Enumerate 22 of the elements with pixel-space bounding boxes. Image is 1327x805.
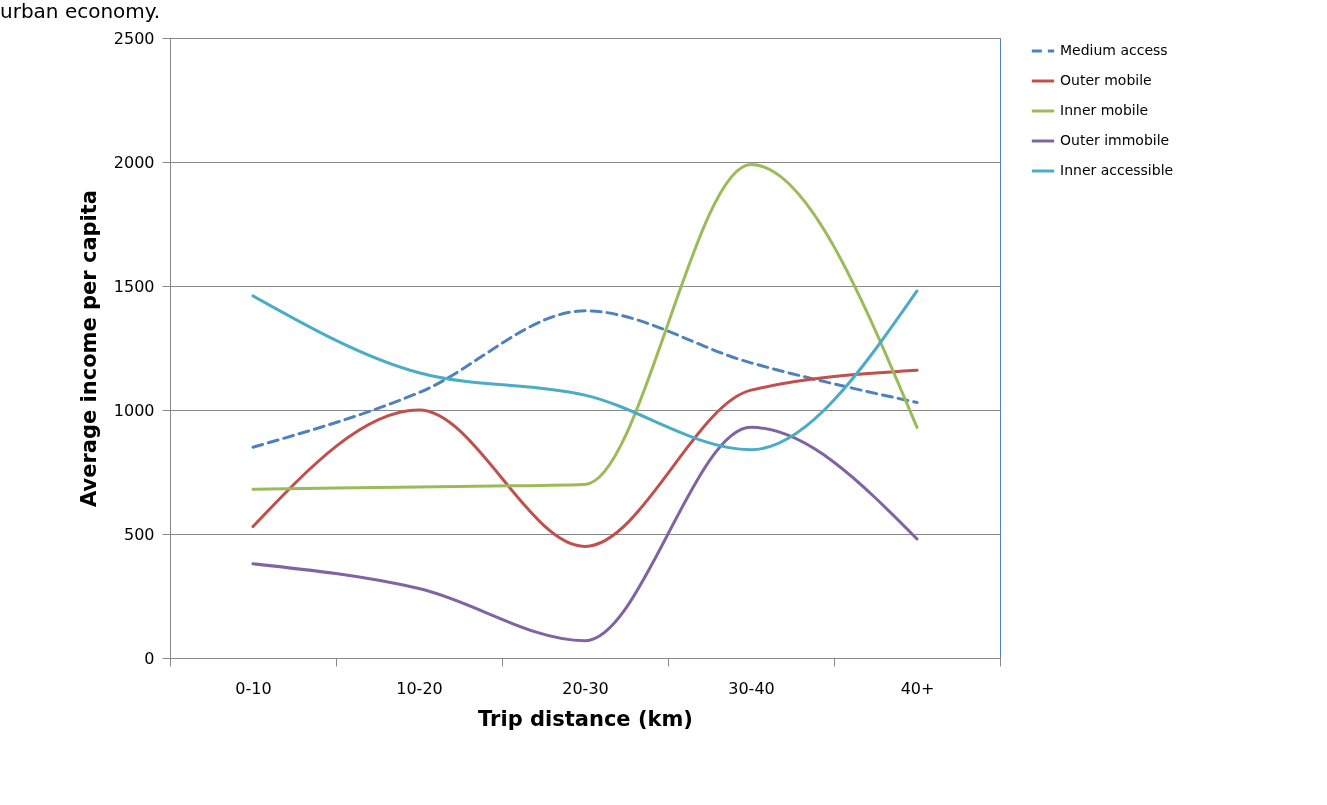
line-series (251, 368, 919, 548)
x-tick-label: 10-20 (396, 678, 443, 698)
x-axis-title: Trip distance (km) (478, 706, 693, 731)
legend-label: Inner accessible (1060, 162, 1174, 178)
x-tick-label: 40+ (900, 678, 935, 698)
x-tick-label: 0-10 (235, 678, 272, 698)
line-series (251, 162, 919, 491)
y-tick-label: 1500 (113, 276, 155, 296)
y-tick-label: 500 (123, 524, 155, 544)
legend-label: Medium access (1060, 42, 1168, 58)
legend-label: Outer mobile (1060, 72, 1152, 88)
legend-label: Outer immobile (1060, 132, 1170, 148)
legend-label: Inner mobile (1060, 102, 1149, 118)
y-tick-label: 1000 (113, 400, 155, 420)
text: urban economy. (0, 0, 161, 23)
y-tick-label: 2000 (113, 152, 155, 172)
x-tick-label: 20-30 (562, 678, 609, 698)
x-tick-label: 30-40 (728, 678, 775, 698)
y-tick-label: 2500 (113, 28, 155, 48)
line-series (251, 425, 919, 643)
y-tick-label: 0 (144, 648, 155, 668)
y-axis-title: Average income per capita (76, 189, 101, 508)
